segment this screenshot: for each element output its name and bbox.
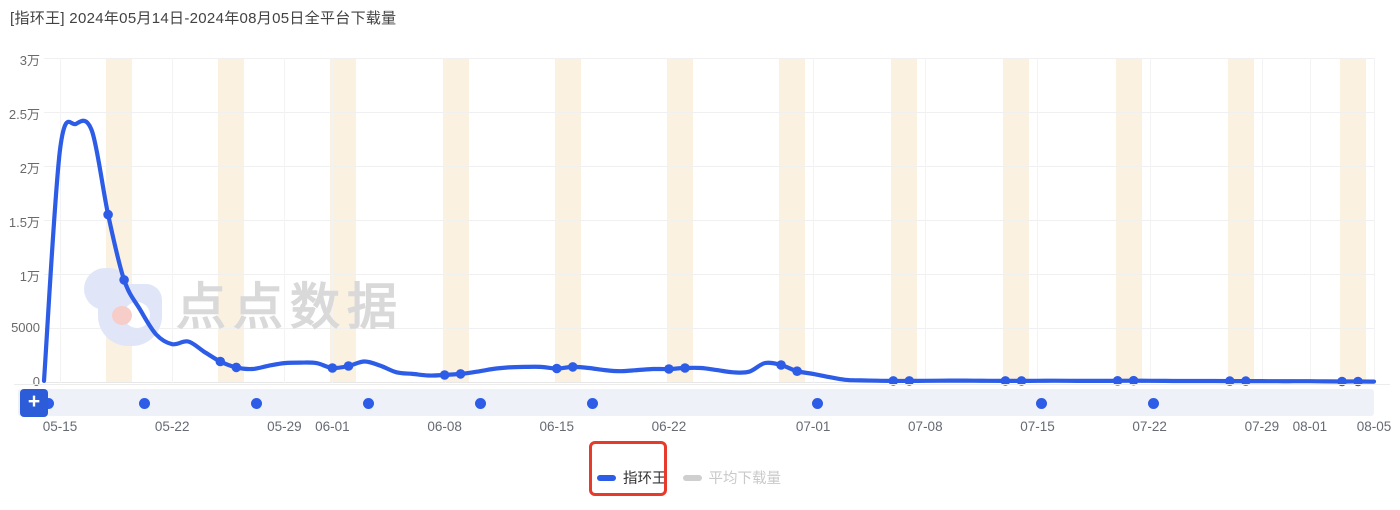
average-line-icon bbox=[682, 474, 702, 481]
x-axis-tick-label: 08-01 bbox=[1292, 419, 1328, 434]
horizontal-gridline bbox=[44, 328, 1374, 329]
x-axis-tick-label: 07-15 bbox=[1020, 419, 1055, 434]
vertical-gridline bbox=[444, 58, 446, 383]
event-marker-dot[interactable] bbox=[362, 398, 374, 409]
horizontal-gridline bbox=[44, 112, 1374, 113]
chart-legend: 指环王 平均下载量 bbox=[597, 467, 781, 488]
horizontal-gridline bbox=[44, 220, 1374, 221]
weekend-data-point-marker[interactable] bbox=[1337, 376, 1347, 387]
x-axis-tick-label: 05-22 bbox=[154, 419, 190, 434]
event-marker-dot[interactable] bbox=[250, 398, 262, 409]
add-event-button[interactable]: + bbox=[20, 389, 48, 417]
y-axis-tick-label: 0 bbox=[32, 374, 40, 389]
x-axis-tick-label: 06-01 bbox=[315, 419, 350, 434]
event-marker-dot[interactable] bbox=[138, 398, 150, 409]
x-axis-tick-label: 08-05 bbox=[1356, 419, 1392, 434]
y-axis-tick-label: 5000 bbox=[11, 320, 40, 335]
weekend-data-point-marker[interactable] bbox=[455, 369, 466, 379]
event-marker-dot[interactable] bbox=[811, 398, 823, 409]
weekend-data-point-marker[interactable] bbox=[231, 362, 242, 373]
x-axis-tick-label: 06-22 bbox=[651, 419, 687, 434]
x-axis-tick-label: 07-22 bbox=[1132, 419, 1167, 434]
event-timeline-track[interactable] bbox=[18, 389, 1374, 416]
event-marker-dot[interactable] bbox=[587, 398, 599, 409]
vertical-gridline bbox=[1309, 58, 1311, 383]
download-line-series bbox=[41, 118, 1377, 384]
vertical-gridline bbox=[1149, 58, 1151, 383]
horizontal-gridline bbox=[44, 274, 1374, 275]
weekend-data-point-marker[interactable] bbox=[215, 356, 226, 367]
weekend-data-point-marker[interactable] bbox=[680, 363, 690, 373]
weekend-data-point-marker[interactable] bbox=[664, 364, 674, 374]
vertical-gridline bbox=[172, 58, 174, 383]
horizontal-gridline bbox=[44, 58, 1374, 59]
weekend-data-point-marker[interactable] bbox=[568, 362, 578, 372]
x-axis-tick-label: 07-29 bbox=[1244, 419, 1280, 434]
vertical-gridline bbox=[332, 58, 334, 383]
legend-highlight-red-box bbox=[589, 441, 667, 496]
legend-label: 指环王 bbox=[623, 471, 667, 487]
y-axis-tick-label: 2.5万 bbox=[8, 107, 40, 122]
weekend-data-point-marker[interactable] bbox=[1353, 376, 1363, 387]
vertical-gridline bbox=[925, 58, 927, 383]
chart-title: [指环王] 2024年05月14日-2024年08月05日全平台下载量 bbox=[10, 10, 397, 27]
weekend-data-point-marker[interactable] bbox=[103, 209, 113, 220]
y-axis-tick-label: 1万 bbox=[19, 269, 40, 284]
event-marker-dot[interactable] bbox=[475, 398, 487, 409]
weekend-data-point-marker[interactable] bbox=[439, 370, 450, 380]
weekend-data-point-marker[interactable] bbox=[1225, 376, 1235, 386]
weekend-data-point-marker[interactable] bbox=[327, 363, 338, 373]
event-marker-dot[interactable] bbox=[1148, 398, 1160, 409]
legend-item-average-downloads[interactable]: 平均下载量 bbox=[682, 467, 782, 488]
horizontal-gridline bbox=[44, 382, 1374, 383]
axis-separator bbox=[14, 384, 1390, 385]
weekend-data-point-marker[interactable] bbox=[1241, 376, 1251, 386]
x-axis-tick-label: 05-29 bbox=[267, 419, 302, 434]
weekend-data-point-marker[interactable] bbox=[776, 360, 786, 370]
x-axis-tick-label: 05-15 bbox=[42, 419, 78, 434]
weekend-data-point-marker[interactable] bbox=[119, 275, 129, 285]
y-axis-tick-label: 2万 bbox=[19, 161, 40, 176]
legend-label: 平均下载量 bbox=[708, 471, 782, 487]
x-axis-tick-label: 06-08 bbox=[427, 419, 462, 434]
vertical-gridline bbox=[1037, 58, 1039, 383]
weekend-data-point-marker[interactable] bbox=[1128, 375, 1139, 386]
weekend-data-point-marker[interactable] bbox=[792, 366, 802, 377]
x-axis-tick-label: 07-01 bbox=[795, 419, 831, 434]
event-marker-dot[interactable] bbox=[1035, 398, 1047, 409]
weekend-data-point-marker[interactable] bbox=[1112, 376, 1123, 386]
vertical-gridline bbox=[60, 58, 62, 383]
event-marker-dot[interactable] bbox=[42, 398, 54, 409]
weekend-data-point-marker[interactable] bbox=[904, 376, 915, 386]
y-axis-tick-label: 1.5万 bbox=[8, 215, 40, 230]
weekend-data-point-marker[interactable] bbox=[343, 361, 354, 371]
vertical-gridline bbox=[1374, 58, 1375, 383]
vertical-gridline bbox=[1261, 58, 1263, 383]
weekend-data-point-marker[interactable] bbox=[1000, 376, 1011, 386]
weekend-data-point-marker[interactable] bbox=[552, 363, 562, 374]
vertical-gridline bbox=[284, 58, 286, 383]
series-line-icon bbox=[597, 474, 616, 481]
x-axis-tick-label: 07-08 bbox=[908, 419, 943, 434]
vertical-gridline bbox=[556, 58, 558, 383]
vertical-gridline bbox=[668, 58, 670, 383]
vertical-gridline bbox=[813, 58, 815, 383]
weekend-data-point-marker[interactable] bbox=[1016, 376, 1027, 386]
y-axis-tick-label: 3万 bbox=[19, 53, 40, 68]
weekend-data-point-marker[interactable] bbox=[888, 376, 899, 386]
legend-item-zhihuanwang[interactable]: 指环王 bbox=[597, 467, 667, 488]
x-axis-tick-label: 06-15 bbox=[539, 419, 575, 434]
horizontal-gridline bbox=[44, 166, 1374, 167]
